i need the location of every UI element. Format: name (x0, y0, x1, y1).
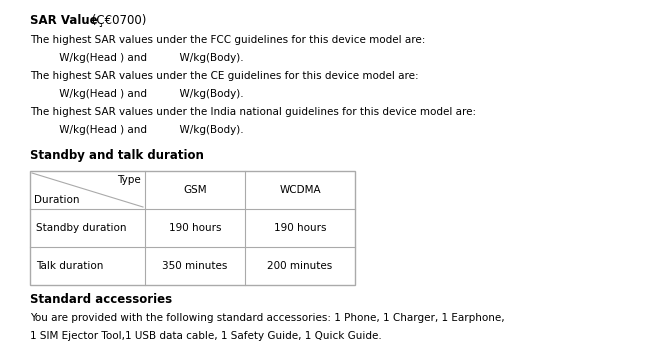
Text: W/kg(Head ) and          W/kg(Body).: W/kg(Head ) and W/kg(Body). (30, 89, 244, 99)
Text: Talk duration: Talk duration (36, 261, 103, 271)
Text: WCDMA: WCDMA (280, 185, 321, 195)
Text: The highest SAR values under the India national guidelines for this device model: The highest SAR values under the India n… (30, 107, 476, 117)
Text: You are provided with the following standard accessories: 1 Phone, 1 Charger, 1 : You are provided with the following stan… (30, 313, 504, 323)
Text: W/kg(Head ) and          W/kg(Body).: W/kg(Head ) and W/kg(Body). (30, 53, 244, 63)
Text: Standard accessories: Standard accessories (30, 293, 172, 306)
Text: Standby and talk duration: Standby and talk duration (30, 149, 204, 162)
Text: Standby duration: Standby duration (36, 223, 127, 233)
Text: 1 SIM Ejector Tool,1 USB data cable, 1 Safety Guide, 1 Quick Guide.: 1 SIM Ejector Tool,1 USB data cable, 1 S… (30, 331, 382, 341)
Text: 190 hours: 190 hours (169, 223, 221, 233)
Text: 200 minutes: 200 minutes (267, 261, 333, 271)
Text: Type: Type (117, 175, 141, 185)
Text: GSM: GSM (183, 185, 207, 195)
Text: 190 hours: 190 hours (274, 223, 326, 233)
Bar (30, 171, 355, 285)
Text: The highest SAR values under the FCC guidelines for this device model are:: The highest SAR values under the FCC gui… (30, 35, 425, 45)
Text: SAR Value: SAR Value (30, 14, 98, 27)
Text: W/kg(Head ) and          W/kg(Body).: W/kg(Head ) and W/kg(Body). (30, 125, 244, 135)
Text: (Ç€0700): (Ç€0700) (88, 14, 146, 27)
Text: Duration: Duration (34, 195, 79, 205)
Text: The highest SAR values under the CE guidelines for this device model are:: The highest SAR values under the CE guid… (30, 71, 419, 81)
Text: 350 minutes: 350 minutes (162, 261, 228, 271)
